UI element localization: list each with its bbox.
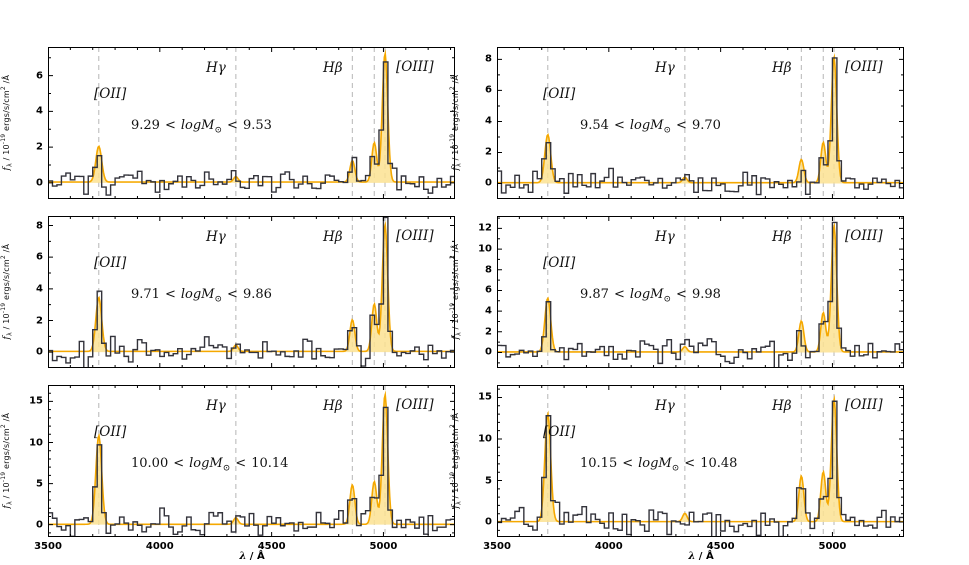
y-axis-label: fλ / 10-19 ergs/s/cm2 /Å [449,244,463,340]
spectrum-canvas [48,47,455,199]
y-tick-label: 6 [36,251,43,263]
y-axis-label: fλ / 10-19 ergs/s/cm2 /Å [449,413,463,509]
y-tick-label: 4 [485,305,492,317]
oii-line-label: [OII] [94,255,127,271]
y-tick-label: 15 [478,391,492,403]
mass-range-label: 10.15 < logM⊙ <10.48 [580,456,738,474]
y-tick-label: 0 [485,177,492,189]
oiii-line-label: [OIII] [845,228,883,244]
spectrum-canvas [48,385,455,537]
spectrum-canvas [497,385,904,537]
y-tick-label: 10 [29,437,43,448]
oiii-line-label: [OIII] [845,59,883,75]
mass-range-label: 9.87 < logM⊙ <9.98 [580,287,721,305]
hgamma-line-label: Hγ [655,60,675,76]
mass-range-label: 9.29 < logM⊙ <9.53 [131,118,272,136]
spectrum-panel-0: fλ / 10-19 ergs/s/cm2 /Å [OII] Hγ Hβ [OI… [0,47,455,199]
hgamma-line-label: Hγ [206,60,226,76]
oii-line-label: [OII] [543,424,576,440]
y-tick-label: 8 [485,53,492,65]
y-tick-label: 0 [485,516,492,528]
spectrum-panel-2: fλ / 10-19 ergs/s/cm2 /Å [OII] Hγ Hβ [OI… [0,216,455,368]
y-tick-label: 0 [36,177,43,189]
spectrum-panel-4: fλ / 10-19 ergs/s/cm2 /Å [OII] Hγ Hβ [OI… [0,385,455,552]
x-axis-label: λ / Å [239,551,265,562]
spectrum-canvas [497,47,904,199]
mass-range-label: 9.71 < logM⊙ <9.86 [131,287,272,305]
hgamma-line-label: Hγ [655,229,675,245]
y-tick-label: 15 [29,395,43,407]
spectrum-canvas [497,216,904,368]
oiii-line-label: [OIII] [396,397,434,413]
oiii-line-label: [OIII] [845,397,883,413]
y-tick-label: 2 [485,326,492,338]
hbeta-line-label: Hβ [323,60,343,76]
x-tick-label: 5000 [818,541,847,552]
mass-range-label: 9.54 < logM⊙ <9.70 [580,118,721,136]
y-tick-label: 2 [36,141,43,153]
hbeta-line-label: Hβ [772,398,792,414]
y-tick-label: 0 [485,346,492,358]
hbeta-line-label: Hβ [323,398,343,414]
x-tick-label: 3500 [34,541,62,552]
x-tick-label: 5000 [369,541,398,552]
spectrum-panel-5: fλ / 10-19 ergs/s/cm2 /Å [OII] Hγ Hβ [OI… [449,385,904,552]
y-tick-label: 8 [485,264,492,276]
oii-line-label: [OII] [543,255,576,271]
oii-line-label: [OII] [94,86,127,102]
y-tick-label: 2 [485,146,492,158]
y-axis-label: fλ / 10-19 ergs/s/cm2 /Å [0,244,14,340]
hbeta-line-label: Hβ [323,229,343,245]
mass-range-label: 10.00 < logM⊙ <10.14 [131,456,289,474]
x-tick-label: 3500 [483,541,511,552]
y-tick-label: 0 [36,346,43,358]
hbeta-line-label: Hβ [772,60,792,76]
y-tick-label: 4 [36,283,43,295]
y-tick-label: 0 [36,519,43,531]
y-tick-label: 6 [485,84,492,96]
y-tick-label: 5 [36,478,43,490]
oii-line-label: [OII] [94,424,127,440]
y-tick-label: 6 [36,70,43,82]
y-tick-label: 10 [478,433,492,445]
oiii-line-label: [OIII] [396,228,434,244]
hbeta-line-label: Hβ [772,229,792,245]
y-tick-label: 10 [478,243,492,255]
y-tick-label: 8 [36,220,43,231]
y-axis-label: fλ / 10-19 ergs/s/cm2 /Å [0,413,14,509]
y-tick-label: 12 [478,222,492,234]
y-axis-label: fλ / 10-19 ergs/s/cm2 /Å [0,75,14,171]
x-axis-label: λ / Å [688,551,714,562]
oiii-line-label: [OIII] [396,59,434,75]
y-tick-label: 4 [36,105,43,117]
y-axis-label: fλ / 10-19 ergs/s/cm2 /Å [449,75,463,171]
hgamma-line-label: Hγ [206,229,226,245]
spectrum-canvas [48,216,455,368]
y-tick-label: 6 [485,284,492,296]
hgamma-line-label: Hγ [206,398,226,414]
spectrum-panel-1: fλ / 10-19 ergs/s/cm2 /Å [OII] Hγ Hβ [OI… [449,47,904,199]
x-tick-label: 4500 [706,541,735,552]
x-tick-label: 4000 [145,541,174,552]
y-tick-label: 4 [485,115,492,127]
y-tick-label: 5 [485,475,492,487]
spectrum-panel-3: fλ / 10-19 ergs/s/cm2 /Å [OII] Hγ Hβ [OI… [449,216,904,368]
x-tick-label: 4000 [594,541,623,552]
y-tick-label: 2 [36,315,43,326]
x-tick-label: 4500 [257,541,286,552]
oii-line-label: [OII] [543,86,576,102]
hgamma-line-label: Hγ [655,398,675,414]
